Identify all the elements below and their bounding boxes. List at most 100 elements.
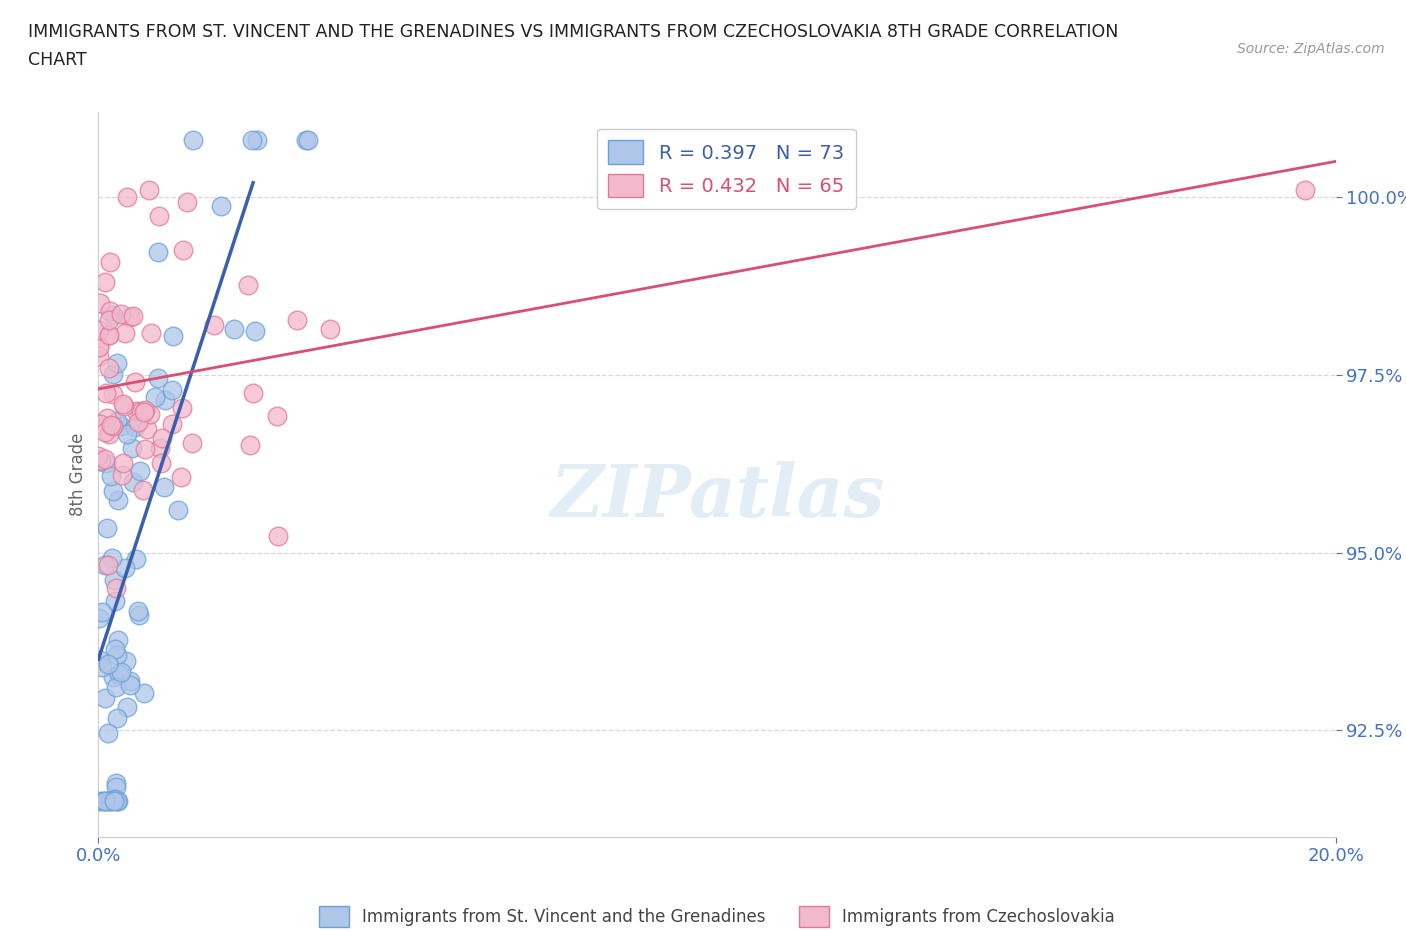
Point <box>89 653 111 668</box>
Text: ZIPatlas: ZIPatlas <box>550 460 884 532</box>
Point <box>110 418 132 433</box>
Point <box>94 456 117 471</box>
Point <box>176 194 198 209</box>
Point <box>96 411 118 426</box>
Point <box>170 470 193 485</box>
Point <box>202 317 225 332</box>
Point <box>146 245 169 259</box>
Point <box>107 493 129 508</box>
Point <box>107 794 129 809</box>
Point <box>90 604 112 619</box>
Point <box>101 792 124 807</box>
Legend: Immigrants from St. Vincent and the Grenadines, Immigrants from Czechoslovakia: Immigrants from St. Vincent and the Gren… <box>312 899 1122 930</box>
Point <box>105 580 128 595</box>
Point <box>103 794 125 809</box>
Point <box>97 327 120 342</box>
Point <box>111 456 134 471</box>
Point <box>266 409 288 424</box>
Point <box>107 632 129 647</box>
Point <box>167 502 190 517</box>
Point <box>297 133 319 148</box>
Point <box>97 657 120 671</box>
Point <box>94 386 117 401</box>
Point <box>97 558 120 573</box>
Point <box>129 463 152 478</box>
Point <box>89 339 111 354</box>
Point <box>98 794 121 809</box>
Point <box>1294 182 1316 197</box>
Point <box>101 551 124 565</box>
Point <box>127 415 149 430</box>
Point <box>104 779 127 794</box>
Point <box>100 418 122 432</box>
Point <box>98 794 121 809</box>
Point <box>285 312 308 327</box>
Point <box>105 794 128 809</box>
Point <box>111 396 134 411</box>
Point <box>96 520 118 535</box>
Point <box>152 479 174 494</box>
Point <box>105 355 128 370</box>
Point <box>98 327 121 342</box>
Point <box>134 442 156 457</box>
Point <box>101 308 124 323</box>
Point <box>131 483 153 498</box>
Point <box>105 711 128 725</box>
Point <box>246 133 269 148</box>
Point <box>100 304 122 319</box>
Point <box>240 133 263 148</box>
Point <box>97 726 120 741</box>
Point <box>87 448 110 463</box>
Point <box>160 383 183 398</box>
Point <box>89 454 111 469</box>
Text: CHART: CHART <box>28 51 87 69</box>
Point <box>139 326 162 340</box>
Point <box>110 664 132 679</box>
Point <box>115 190 138 205</box>
Text: IMMIGRANTS FROM ST. VINCENT AND THE GRENADINES VS IMMIGRANTS FROM CZECHOSLOVAKIA: IMMIGRANTS FROM ST. VINCENT AND THE GREN… <box>28 23 1119 41</box>
Point <box>103 572 125 587</box>
Point <box>128 607 150 622</box>
Point <box>112 398 135 413</box>
Point <box>242 385 264 400</box>
Point <box>114 561 136 576</box>
Point <box>149 440 172 455</box>
Point <box>100 469 122 484</box>
Point <box>103 366 125 381</box>
Point <box>104 642 127 657</box>
Point <box>170 401 193 416</box>
Y-axis label: 8th Grade: 8th Grade <box>69 432 87 516</box>
Point <box>124 404 146 418</box>
Point <box>107 648 129 663</box>
Point <box>148 208 170 223</box>
Point <box>239 438 262 453</box>
Point <box>146 370 169 385</box>
Point <box>87 348 110 363</box>
Point <box>101 418 124 433</box>
Point <box>124 375 146 390</box>
Point <box>181 133 204 148</box>
Point <box>117 427 139 442</box>
Point <box>93 557 115 572</box>
Point <box>101 670 124 684</box>
Point <box>98 255 121 270</box>
Point <box>89 339 111 354</box>
Point <box>127 604 149 618</box>
Point <box>93 452 115 467</box>
Point <box>108 667 131 682</box>
Point <box>115 699 138 714</box>
Point <box>87 323 110 338</box>
Point <box>98 427 121 442</box>
Point <box>104 680 127 695</box>
Point <box>125 551 148 566</box>
Point <box>149 456 172 471</box>
Point <box>89 794 111 809</box>
Point <box>120 310 142 325</box>
Point <box>96 794 118 809</box>
Point <box>138 406 160 421</box>
Point <box>104 791 127 806</box>
Point <box>120 673 142 688</box>
Point <box>94 275 117 290</box>
Point <box>89 296 111 311</box>
Point <box>132 405 155 419</box>
